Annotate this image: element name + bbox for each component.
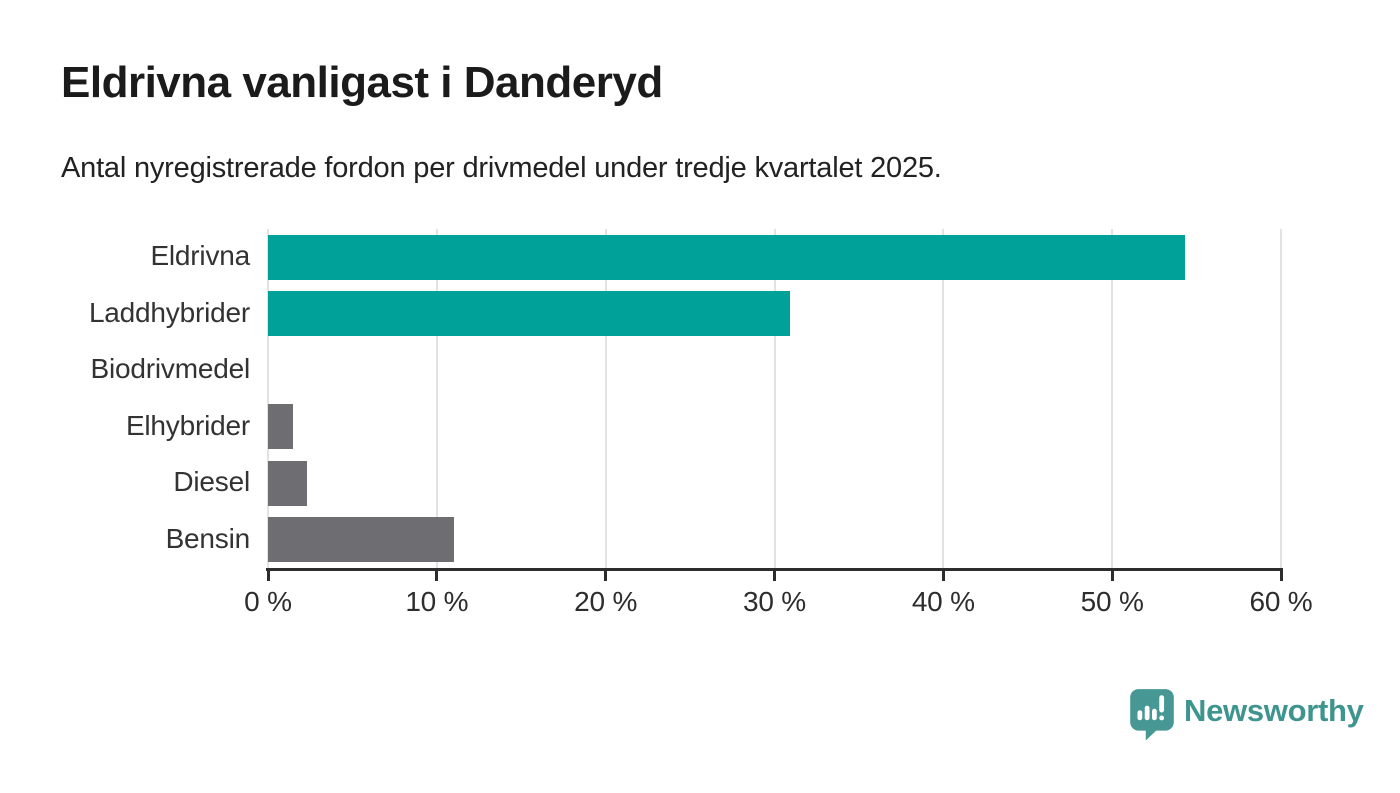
newsworthy-logo-icon — [1130, 689, 1174, 741]
bar-elhybrider — [268, 404, 294, 450]
gridline-0 — [267, 229, 269, 568]
x-tick-60 — [1279, 568, 1283, 581]
x-tick-label-50: 50 % — [1080, 586, 1144, 617]
gridline-20 — [604, 229, 607, 568]
x-tick-10 — [435, 568, 439, 581]
category-label-laddhybrider: Laddhybrider — [88, 296, 250, 328]
newsworthy-branding: Newsworthy — [1128, 686, 1364, 742]
gridline-30 — [773, 229, 776, 568]
page-subtitle: Antal nyregistrerade fordon per drivmede… — [61, 152, 942, 184]
bar-bensin — [268, 517, 454, 563]
x-tick-20 — [604, 568, 608, 581]
category-label-elhybrider: Elhybrider — [125, 409, 250, 441]
category-label-eldrivna: Eldrivna — [150, 240, 250, 272]
x-tick-50 — [1110, 568, 1114, 581]
bar-diesel — [268, 460, 307, 506]
page-title: Eldrivna vanligast i Danderyd — [61, 58, 663, 107]
x-tick-label-30: 30 % — [742, 586, 807, 617]
gridline-50 — [1111, 229, 1114, 568]
gridline-40 — [942, 229, 945, 568]
x-tick-label-40: 40 % — [911, 586, 975, 617]
x-tick-40 — [941, 568, 945, 581]
category-label-diesel: Diesel — [173, 466, 250, 498]
x-tick-30 — [773, 568, 776, 581]
gridline-10 — [435, 229, 438, 568]
bar-eldrivna — [268, 234, 1185, 280]
x-tick-0 — [266, 568, 270, 581]
x-tick-label-20: 20 % — [574, 586, 638, 617]
category-label-biodrivmedel: Biodrivmedel — [90, 353, 251, 385]
bar-laddhybrider — [268, 291, 790, 337]
category-label-bensin: Bensin — [165, 522, 251, 554]
x-tick-label-10: 10 % — [405, 586, 469, 617]
x-tick-label-0: 0 % — [244, 586, 292, 617]
newsworthy-logo-text: Newsworthy — [1184, 693, 1364, 728]
gridline-60 — [1280, 229, 1282, 568]
x-tick-label-60: 60 % — [1249, 586, 1313, 617]
